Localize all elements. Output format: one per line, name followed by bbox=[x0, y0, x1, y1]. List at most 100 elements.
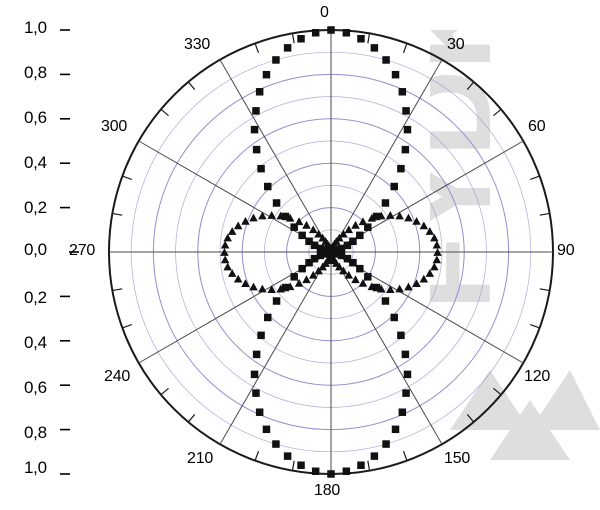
data-point-square bbox=[257, 164, 265, 173]
data-point-triangle bbox=[395, 211, 404, 220]
data-point-triangle bbox=[220, 240, 230, 249]
data-point-square bbox=[397, 164, 405, 173]
spoke-210 bbox=[219, 251, 332, 445]
data-point-square bbox=[290, 273, 298, 281]
data-point-triangle bbox=[386, 211, 395, 219]
data-point-triangle bbox=[267, 285, 276, 293]
angular-tick-label-150: 150 bbox=[444, 450, 471, 467]
data-point-square bbox=[262, 425, 271, 434]
radial-tick-label-0-6-bot: 0,6 bbox=[24, 378, 47, 397]
data-point-square bbox=[390, 182, 398, 191]
angular-tick-130 bbox=[493, 387, 502, 396]
data-point-triangle bbox=[351, 220, 360, 229]
data-point-triangle bbox=[419, 221, 429, 230]
data-point-square bbox=[297, 461, 305, 469]
data-point-square bbox=[257, 331, 265, 340]
data-point-triangle bbox=[302, 220, 311, 229]
data-point-triangle bbox=[314, 266, 323, 275]
data-point-triangle bbox=[227, 227, 237, 235]
data-point-triangle bbox=[227, 269, 237, 277]
data-point-triangle bbox=[220, 255, 230, 264]
data-point-square bbox=[343, 241, 352, 250]
data-point-square bbox=[250, 125, 259, 134]
data-point-square bbox=[398, 408, 407, 416]
data-point-triangle bbox=[367, 213, 377, 222]
data-point-triangle bbox=[302, 275, 311, 284]
data-point-triangle bbox=[425, 269, 435, 277]
data-point-square bbox=[255, 88, 264, 96]
data-point-triangle bbox=[294, 278, 304, 287]
data-point-square bbox=[305, 237, 313, 246]
data-point-square bbox=[398, 88, 407, 96]
data-point-square bbox=[402, 389, 410, 397]
data-point-triangle bbox=[404, 213, 413, 222]
angular-tick-label-270: 270 bbox=[69, 242, 96, 259]
data-point-triangle bbox=[432, 240, 442, 249]
data-point-triangle bbox=[335, 233, 344, 242]
data-point-square bbox=[316, 244, 325, 253]
data-point-square bbox=[264, 182, 272, 191]
radial-tick-label-0-8-top: 0,8 bbox=[24, 63, 47, 82]
data-point-square bbox=[364, 223, 372, 231]
data-point-triangle bbox=[344, 225, 354, 234]
data-point-square bbox=[252, 107, 260, 115]
angular-tick-10 bbox=[367, 33, 371, 44]
data-point-triangle bbox=[404, 282, 413, 291]
angular-tick-320 bbox=[187, 81, 196, 90]
data-point-triangle bbox=[258, 284, 267, 293]
angular-tick-280 bbox=[112, 212, 123, 216]
angular-tick-340 bbox=[254, 43, 260, 53]
data-point-square bbox=[283, 44, 292, 52]
data-point-triangle bbox=[425, 227, 435, 235]
data-point-triangle bbox=[233, 274, 243, 283]
angular-tick-label-120: 120 bbox=[524, 368, 551, 385]
data-point-triangle bbox=[308, 270, 318, 279]
data-point-square bbox=[297, 35, 305, 43]
data-point-square bbox=[403, 125, 412, 134]
data-point-square bbox=[382, 440, 390, 448]
data-point-triangle bbox=[339, 229, 348, 238]
data-point-square bbox=[252, 145, 261, 154]
angular-tick-50 bbox=[493, 108, 502, 117]
radial-tick-label-0-0: 0,0 bbox=[24, 240, 47, 259]
data-point-square bbox=[391, 70, 400, 79]
data-point-square bbox=[337, 251, 346, 260]
angular-tick-70 bbox=[530, 175, 540, 181]
data-point-square bbox=[281, 283, 290, 292]
data-point-triangle bbox=[267, 211, 276, 219]
data-point-triangle bbox=[412, 279, 421, 288]
data-point-square bbox=[252, 389, 260, 397]
data-point-square bbox=[342, 29, 351, 37]
radial-tick-label-0-6-top: 0,6 bbox=[24, 108, 47, 127]
data-point-square bbox=[252, 350, 261, 359]
data-point-square bbox=[401, 350, 410, 359]
data-point-triangle bbox=[430, 233, 439, 242]
angular-tick-80 bbox=[539, 212, 550, 216]
data-point-triangle bbox=[258, 211, 267, 220]
angular-tick-290 bbox=[122, 175, 132, 181]
spoke-150 bbox=[330, 251, 443, 445]
data-point-square bbox=[403, 370, 412, 379]
data-point-triangle bbox=[358, 217, 368, 226]
data-point-square bbox=[327, 470, 335, 478]
data-point-square bbox=[349, 258, 357, 267]
angular-tick-100 bbox=[539, 288, 550, 292]
data-point-triangle bbox=[233, 221, 243, 230]
data-point-square bbox=[401, 145, 410, 154]
data-point-square bbox=[298, 264, 306, 273]
data-point-square bbox=[402, 107, 410, 115]
data-point-square bbox=[310, 241, 319, 250]
angular-tick-40 bbox=[466, 81, 475, 90]
data-point-square bbox=[311, 467, 320, 475]
data-point-square bbox=[272, 56, 280, 64]
angular-tick-label-300: 300 bbox=[101, 118, 128, 135]
data-point-triangle bbox=[433, 248, 442, 256]
data-point-square bbox=[264, 313, 272, 322]
data-point-square bbox=[343, 254, 352, 263]
data-point-square bbox=[305, 258, 313, 267]
data-point-triangle bbox=[314, 229, 323, 238]
data-point-square bbox=[372, 212, 381, 221]
angular-tick-220 bbox=[187, 414, 196, 423]
radial-tick-label-0-2-bot: 0,2 bbox=[24, 288, 47, 307]
